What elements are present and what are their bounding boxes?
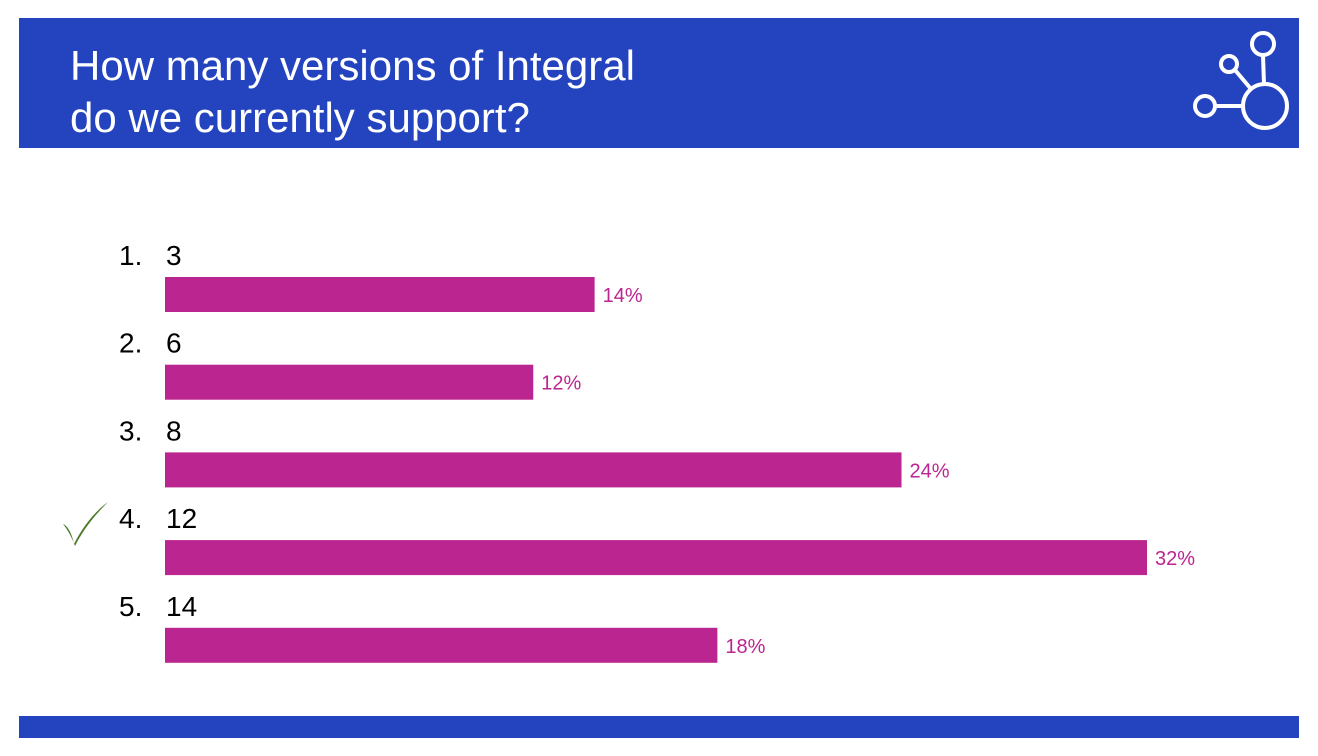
network-nodes-icon [1193, 31, 1289, 130]
value-label: 32% [1155, 548, 1195, 570]
value-label: 18% [725, 636, 765, 658]
result-bar [165, 364, 534, 400]
footer-bar [19, 716, 1299, 738]
result-bar [165, 277, 595, 312]
value-label: 12% [541, 373, 581, 395]
option-label: 12 [166, 503, 197, 534]
option-label: 8 [166, 415, 182, 446]
value-label: 14% [603, 285, 643, 307]
checkmark-icon [63, 502, 108, 546]
option-number: 3. [119, 415, 142, 446]
title-line-1: How many versions of Integral [70, 42, 635, 89]
title-line-2: do we currently support? [70, 94, 530, 141]
option-number: 2. [119, 328, 142, 359]
value-label: 24% [910, 460, 950, 482]
option-number: 4. [119, 503, 142, 534]
page-title: How many versions of Integral do we curr… [70, 40, 635, 144]
result-bar [165, 540, 1147, 576]
header-bar: How many versions of Integral do we curr… [19, 18, 1299, 148]
result-bar [165, 627, 718, 663]
result-bar [165, 452, 902, 488]
option-label: 6 [166, 328, 182, 359]
option-number: 1. [119, 240, 142, 271]
option-number: 5. [119, 591, 142, 622]
option-label: 14 [166, 591, 197, 622]
option-label: 3 [166, 240, 182, 271]
